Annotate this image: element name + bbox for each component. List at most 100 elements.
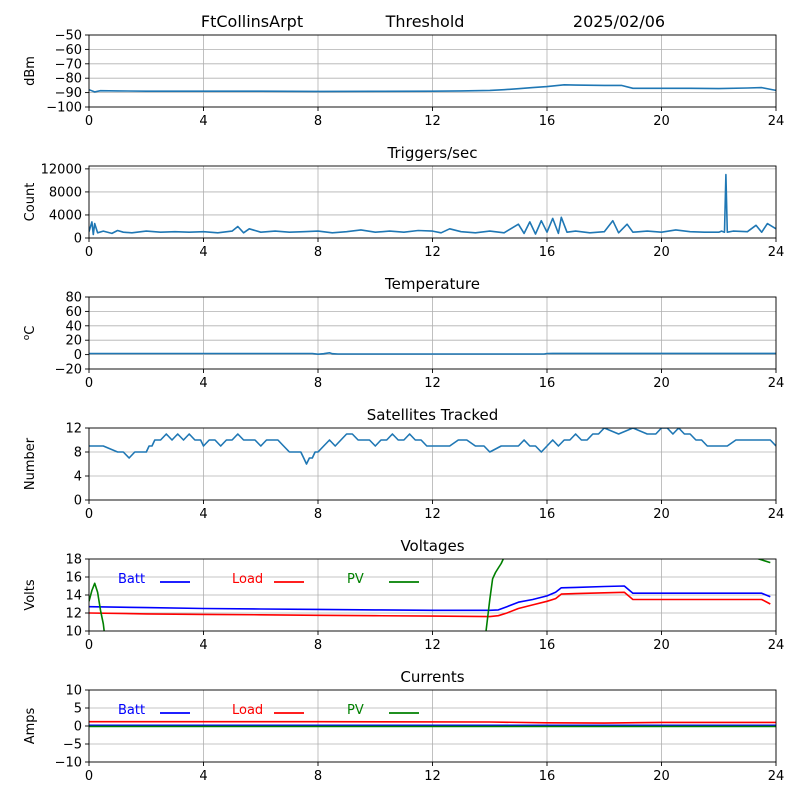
y-tick-label: 12 bbox=[65, 422, 82, 437]
y-tick-label: 0 bbox=[74, 348, 82, 363]
x-tick-label: 20 bbox=[653, 507, 670, 522]
legend-label-batt: Batt bbox=[118, 703, 145, 718]
y-tick-label: −70 bbox=[55, 57, 82, 72]
x-tick-label: 12 bbox=[424, 507, 441, 522]
y-tick-label: 20 bbox=[65, 334, 82, 349]
x-tick-label: 16 bbox=[539, 114, 556, 129]
x-tick-label: 20 bbox=[653, 114, 670, 129]
header-date: 2025/02/06 bbox=[573, 12, 665, 31]
x-tick-label: 8 bbox=[314, 769, 322, 784]
x-tick-label: 8 bbox=[314, 245, 322, 260]
series-line-0 bbox=[89, 428, 776, 465]
y-tick-label: 10 bbox=[65, 625, 82, 640]
panel-3: 0 4 8 12 16 20 24 0 4 8 12 Number Satellites Tracked bbox=[23, 406, 784, 522]
header-station: FtCollinsArpt bbox=[201, 12, 303, 31]
x-tick-label: 24 bbox=[768, 507, 785, 522]
header-mode: Threshold bbox=[385, 12, 465, 31]
y-tick-label: −100 bbox=[46, 101, 82, 116]
x-tick-label: 12 bbox=[424, 376, 441, 391]
series-line-load bbox=[89, 720, 776, 724]
y-axis-label: dBm bbox=[23, 56, 38, 86]
x-tick-label: 4 bbox=[199, 245, 207, 260]
y-tick-label: 60 bbox=[65, 305, 82, 320]
x-tick-label: 12 bbox=[424, 245, 441, 260]
x-tick-label: 4 bbox=[199, 507, 207, 522]
x-tick-label: 16 bbox=[539, 376, 556, 391]
x-tick-label: 20 bbox=[653, 376, 670, 391]
y-axis-label: Amps bbox=[23, 707, 38, 744]
x-tick-label: 24 bbox=[768, 245, 785, 260]
y-tick-label: −90 bbox=[55, 86, 82, 101]
x-tick-label: 24 bbox=[768, 769, 785, 784]
x-tick-label: 0 bbox=[85, 638, 93, 653]
y-tick-label: 80 bbox=[65, 291, 82, 306]
y-tick-label: 5 bbox=[74, 702, 82, 717]
panel-5: 0 4 8 12 16 20 24 −10 −5 0 5 10 Amps Currents Batt Load… bbox=[23, 668, 784, 784]
x-tick-label: 20 bbox=[653, 638, 670, 653]
y-tick-label: 40 bbox=[65, 319, 82, 334]
panel-title: Satellites Tracked bbox=[367, 406, 498, 424]
y-tick-label: 10 bbox=[65, 684, 82, 699]
y-tick-label: 18 bbox=[65, 553, 82, 568]
y-tick-label: 8000 bbox=[49, 185, 82, 200]
y-tick-label: −20 bbox=[55, 363, 82, 378]
legend-label-load: Load bbox=[232, 703, 263, 718]
y-axis-label: oC bbox=[22, 326, 38, 341]
x-tick-label: 24 bbox=[768, 638, 785, 653]
x-tick-label: 8 bbox=[314, 376, 322, 391]
y-tick-label: −80 bbox=[55, 72, 82, 87]
y-tick-label: −60 bbox=[55, 43, 82, 58]
panel-title: Triggers/sec bbox=[387, 144, 478, 162]
series-line-0 bbox=[89, 173, 776, 236]
series-line-load bbox=[89, 591, 771, 618]
x-tick-label: 16 bbox=[539, 507, 556, 522]
x-tick-label: 4 bbox=[199, 638, 207, 653]
x-tick-label: 12 bbox=[424, 769, 441, 784]
legend-label-pv: PV bbox=[347, 703, 364, 718]
x-tick-label: 8 bbox=[314, 638, 322, 653]
panel-title: Currents bbox=[400, 668, 464, 686]
series-line-0 bbox=[89, 352, 776, 355]
legend-label-pv: PV bbox=[347, 572, 364, 587]
y-tick-label: 14 bbox=[65, 589, 82, 604]
series-line-batt bbox=[89, 585, 771, 612]
y-axis-label-unit: C bbox=[23, 326, 38, 335]
y-tick-label: 4000 bbox=[49, 208, 82, 223]
y-axis-label-superscript: o bbox=[22, 334, 32, 340]
y-axis-label: Count bbox=[23, 183, 38, 222]
x-tick-label: 0 bbox=[85, 769, 93, 784]
y-tick-label: −5 bbox=[63, 738, 82, 753]
y-tick-label: 0 bbox=[74, 720, 82, 735]
y-tick-label: −50 bbox=[55, 29, 82, 44]
y-tick-label: 16 bbox=[65, 571, 82, 586]
x-tick-label: 16 bbox=[539, 638, 556, 653]
x-tick-label: 16 bbox=[539, 245, 556, 260]
x-tick-label: 4 bbox=[199, 769, 207, 784]
x-tick-label: 0 bbox=[85, 376, 93, 391]
y-axis-label: Number bbox=[23, 437, 38, 490]
x-tick-label: 12 bbox=[424, 114, 441, 129]
panel-0: 0 4 8 12 16 20 24 −100−90−80−70−60−50 dBm bbox=[23, 29, 784, 130]
x-tick-label: 8 bbox=[314, 114, 322, 129]
y-tick-label: 4 bbox=[74, 470, 82, 485]
x-tick-label: 20 bbox=[653, 769, 670, 784]
panel-title: Voltages bbox=[400, 537, 464, 555]
x-tick-label: 20 bbox=[653, 245, 670, 260]
x-tick-label: 12 bbox=[424, 638, 441, 653]
y-axis-label: Volts bbox=[23, 579, 38, 611]
y-tick-label: 12 bbox=[65, 607, 82, 622]
legend-label-batt: Batt bbox=[118, 572, 145, 587]
y-tick-label: 0 bbox=[74, 232, 82, 247]
x-tick-label: 24 bbox=[768, 376, 785, 391]
legend-label-load: Load bbox=[232, 572, 263, 587]
y-tick-label: 0 bbox=[74, 494, 82, 509]
x-tick-label: 24 bbox=[768, 114, 785, 129]
x-tick-label: 0 bbox=[85, 245, 93, 260]
x-tick-label: 16 bbox=[539, 769, 556, 784]
